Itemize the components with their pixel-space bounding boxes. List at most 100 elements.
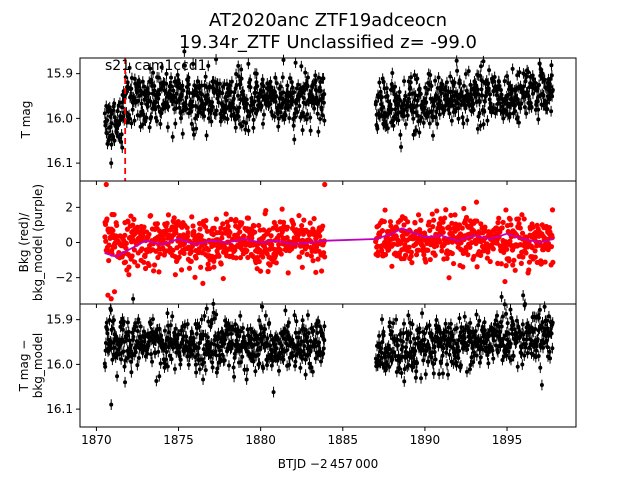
data-point [550, 259, 556, 265]
data-point [417, 130, 422, 135]
data-point [254, 333, 259, 338]
data-point [204, 228, 210, 234]
data-point [418, 91, 423, 96]
data-point [505, 74, 510, 79]
data-point [433, 78, 438, 83]
data-point [129, 359, 134, 364]
data-point [307, 220, 313, 226]
data-point [427, 121, 432, 126]
data-point [395, 343, 400, 348]
data-point [406, 244, 412, 250]
data-point [448, 212, 454, 218]
data-point [114, 222, 120, 229]
data-point [444, 80, 449, 85]
data-point [293, 60, 298, 65]
data-point [302, 114, 307, 119]
data-point [304, 117, 309, 122]
data-point [239, 124, 244, 129]
data-point [135, 263, 141, 269]
data-point [447, 225, 453, 232]
data-point [105, 118, 110, 123]
data-point [402, 79, 407, 84]
data-point [201, 377, 206, 382]
data-point [173, 326, 178, 331]
data-point [517, 225, 523, 231]
data-point [401, 222, 407, 228]
data-point [203, 368, 208, 373]
data-point [128, 213, 134, 219]
data-point [523, 250, 529, 256]
data-point [413, 93, 418, 98]
data-point [245, 215, 252, 221]
data-point [452, 80, 457, 85]
data-point [387, 364, 392, 369]
data-point [111, 318, 116, 323]
data-point [134, 224, 141, 230]
data-point [136, 355, 141, 360]
data-point [299, 264, 305, 270]
data-point [241, 334, 246, 339]
data-point [120, 327, 125, 332]
data-point [236, 74, 241, 79]
data-point [129, 121, 134, 126]
data-point [487, 258, 493, 265]
data-point [504, 108, 509, 113]
data-point [388, 347, 393, 352]
data-point [151, 70, 156, 75]
data-point [526, 267, 532, 273]
data-point [147, 91, 152, 96]
data-point [477, 111, 482, 116]
data-point [382, 111, 387, 116]
data-point [106, 257, 112, 264]
data-point [381, 218, 387, 225]
data-point [299, 223, 305, 229]
data-point [311, 216, 317, 222]
data-point [110, 326, 115, 331]
data-point [178, 97, 183, 102]
data-point [477, 100, 482, 105]
data-point [223, 211, 229, 217]
y-tick-label: 2 [65, 200, 73, 214]
data-point [298, 365, 303, 370]
data-point [290, 354, 295, 359]
data-point [191, 132, 196, 137]
data-point [315, 111, 320, 116]
data-point [184, 107, 189, 112]
data-point [255, 84, 260, 89]
data-points-bottom [102, 290, 555, 410]
data-point [172, 366, 177, 371]
data-point [156, 269, 162, 275]
data-point [277, 247, 283, 253]
data-point [181, 88, 186, 93]
data-point [127, 65, 132, 70]
data-point [524, 74, 529, 79]
data-point [186, 362, 191, 367]
data-point [164, 220, 170, 226]
data-point [141, 347, 146, 352]
data-point [206, 319, 211, 324]
data-point [252, 106, 257, 111]
data-point [236, 114, 241, 119]
data-point [122, 364, 127, 369]
data-point [548, 84, 553, 89]
data-point [104, 131, 109, 136]
data-point [434, 208, 440, 214]
panel-middle: −2 0 2 Bkg (red)/bkg_model (purple) [17, 180, 577, 308]
data-point [390, 71, 395, 76]
data-point [385, 126, 390, 131]
data-point [167, 353, 172, 358]
data-point [148, 66, 153, 71]
data-point [205, 261, 211, 267]
data-point [503, 207, 509, 213]
data-point [181, 250, 187, 256]
data-point [176, 254, 182, 260]
data-point [160, 338, 165, 343]
data-point [322, 92, 327, 97]
data-point [381, 365, 386, 370]
data-point [387, 219, 394, 225]
data-point [102, 111, 107, 116]
data-point [394, 369, 399, 374]
data-point [321, 351, 326, 356]
data-point [266, 227, 272, 233]
data-point [471, 108, 476, 113]
